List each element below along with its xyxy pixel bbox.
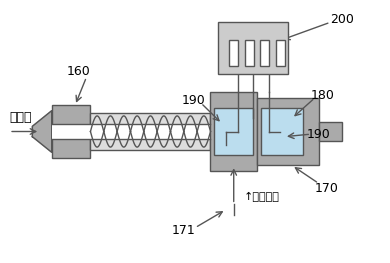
- Bar: [276, 41, 285, 67]
- Bar: [52, 105, 90, 158]
- Bar: [260, 41, 269, 67]
- Polygon shape: [32, 111, 52, 152]
- Bar: [229, 41, 238, 67]
- Bar: [245, 41, 254, 67]
- Bar: [218, 22, 288, 74]
- Text: 氧化剂: 氧化剂: [9, 111, 32, 124]
- Bar: [257, 98, 319, 165]
- Bar: [215, 108, 253, 155]
- Text: 200: 200: [330, 13, 354, 26]
- Bar: [90, 113, 211, 150]
- Text: 190: 190: [307, 128, 331, 141]
- Text: 171: 171: [172, 224, 195, 237]
- Text: 160: 160: [67, 65, 91, 78]
- Text: 190: 190: [181, 94, 205, 107]
- Text: ↑液体燃料: ↑液体燃料: [243, 191, 279, 201]
- Bar: [52, 124, 211, 139]
- Text: 180: 180: [311, 89, 335, 102]
- Text: 170: 170: [315, 182, 339, 195]
- Bar: [261, 108, 303, 155]
- Bar: [319, 122, 342, 141]
- Bar: [211, 93, 257, 170]
